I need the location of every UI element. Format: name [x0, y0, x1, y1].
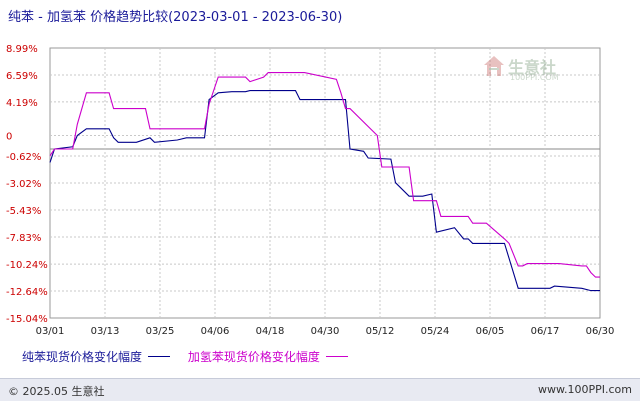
y-tick-label-6: -5.43% — [6, 206, 41, 217]
x-tick-label-4: 04/18 — [256, 326, 285, 337]
x-tick-label-7: 05/24 — [421, 326, 450, 337]
x-tick-label-2: 03/25 — [146, 326, 175, 337]
watermark: 生意社 100PPI.COM — [482, 54, 559, 82]
y-tick-label-10: -15.04% — [6, 314, 48, 325]
house-logo-icon — [484, 56, 504, 76]
chart-title: 纯苯 - 加氢苯 价格趋势比较(2023-03-01 - 2023-06-30) — [8, 10, 343, 25]
legend-swatch-series-2 — [325, 356, 348, 357]
y-tick-label-9: -12.64% — [6, 287, 48, 298]
legend-label-series-2: 加氢苯现货价格变化幅度 — [187, 350, 320, 364]
y-axis-ticks: 8.99% 6.59% 4.19% 0 -0.62% -3.02% -5.43% -7.83%… — [6, 44, 48, 325]
x-tick-label-8: 06/05 — [476, 326, 505, 337]
series-line-2 — [49, 72, 600, 278]
x-tick-label-0: 03/01 — [36, 326, 65, 337]
copyright-text: © 2025.05 生意社 — [8, 385, 105, 398]
x-tick-label-10: 06/30 — [586, 326, 615, 337]
y-tick-label-5: -3.02% — [6, 179, 41, 190]
legend-label-series-1: 纯苯现货价格变化幅度 — [22, 350, 143, 364]
y-tick-label-4: -0.62% — [6, 152, 41, 163]
series-layer — [49, 72, 600, 292]
x-tick-label-6: 05/12 — [366, 326, 395, 337]
series-line-1 — [49, 90, 600, 292]
legend-item-series-2: 加氢苯现货价格变化幅度 — [188, 348, 348, 365]
y-tick-label-7: -7.83% — [6, 233, 41, 244]
y-tick-label-8: -10.24% — [6, 260, 48, 271]
x-tick-label-1: 03/13 — [91, 326, 120, 337]
grid-layer — [50, 48, 600, 318]
watermark-url: 100PPI.COM — [510, 73, 559, 82]
legend-swatch-series-1 — [148, 356, 171, 357]
x-tick-label-5: 04/30 — [311, 326, 340, 337]
y-tick-label-0: 8.99% — [6, 44, 38, 55]
y-tick-label-2: 4.19% — [6, 98, 38, 109]
x-tick-label-9: 06/17 — [531, 326, 560, 337]
legend: 纯苯现货价格变化幅度 加氢苯现货价格变化幅度 — [22, 348, 362, 365]
x-tick-label-3: 04/06 — [201, 326, 230, 337]
y-tick-label-3: 0 — [6, 132, 12, 143]
legend-item-series-1: 纯苯现货价格变化幅度 — [22, 348, 171, 365]
watermark-name: 生意社 — [508, 58, 557, 77]
y-tick-label-1: 6.59% — [6, 71, 38, 82]
x-axis-ticks: 03/01 03/13 03/25 04/06 04/18 04/30 05/12 05/24… — [36, 326, 615, 337]
site-url[interactable]: www.100PPI.com — [538, 383, 632, 396]
footer-bar: © 2025.05 生意社 www.100PPI.com — [0, 378, 640, 401]
